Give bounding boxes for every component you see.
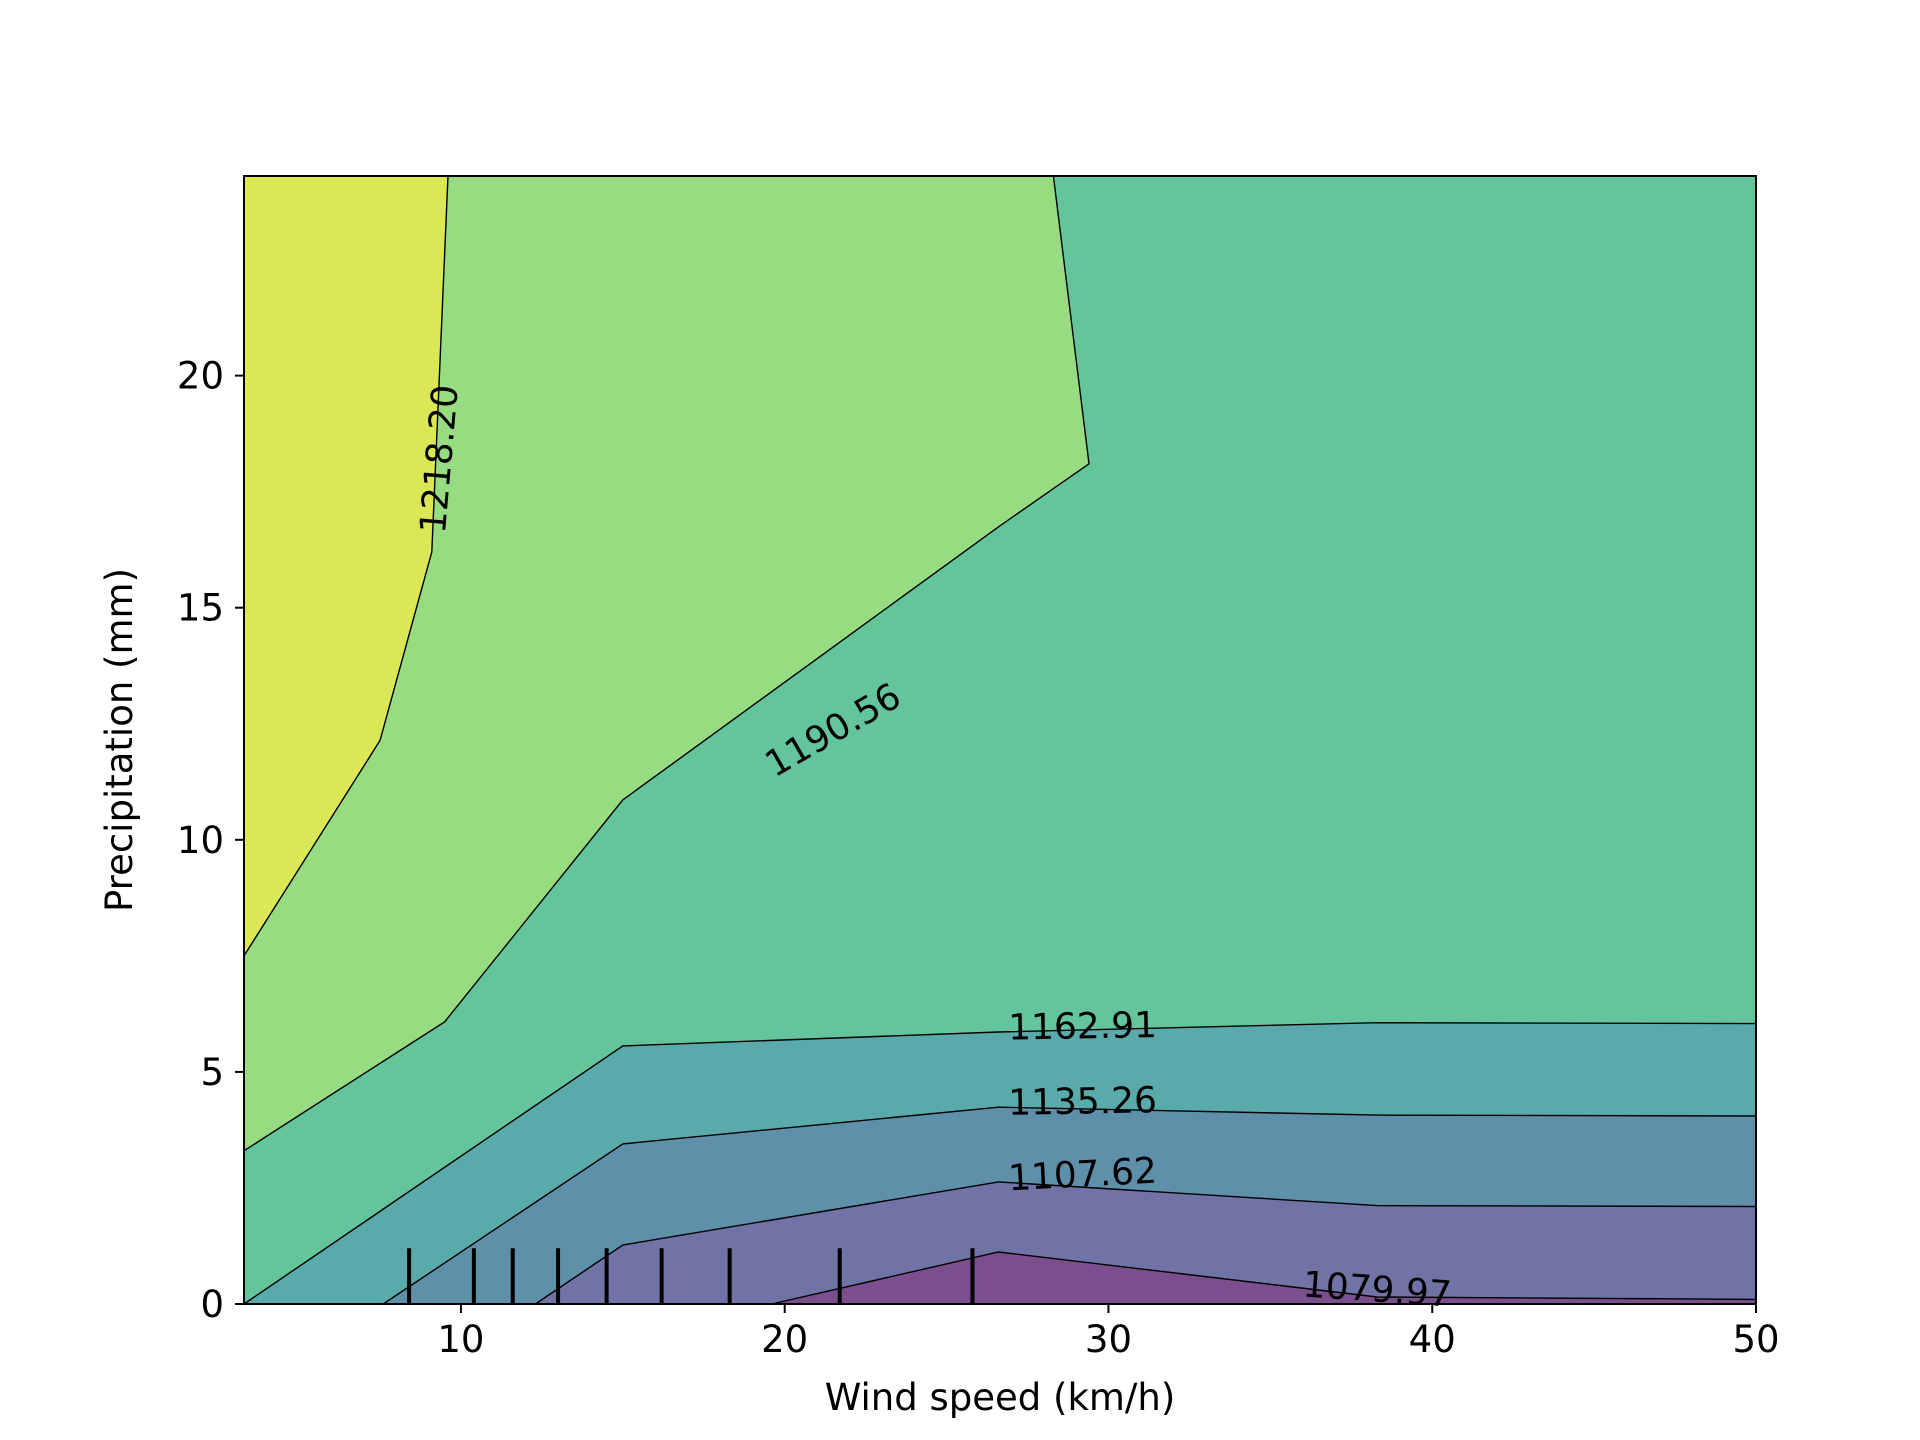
- contour-label-1135.26: 1135.26: [1008, 1080, 1158, 1124]
- x-tick-label-40: 40: [1409, 1318, 1456, 1361]
- contour-line-1190.56: [243, 175, 1090, 1152]
- x-axis-ticks: 10 20 30 40 50: [437, 1304, 1780, 1361]
- y-axis-label: Precipitation (mm): [98, 568, 141, 912]
- contour-band-2: [383, 1107, 1757, 1304]
- x-tick-label-30: 30: [1085, 1318, 1132, 1361]
- contour-band-5: [244, 176, 1756, 1151]
- y-axis-ticks: 0 5 10 15 20: [177, 355, 244, 1326]
- contour-label-1162.91: 1162.91: [1008, 1005, 1158, 1049]
- contour-lines: [243, 175, 1757, 1305]
- y-tick-label-5: 5: [200, 1051, 224, 1094]
- y-tick-label-10: 10: [177, 819, 224, 862]
- y-tick-label-15: 15: [177, 587, 224, 630]
- contour-band-0: [771, 1252, 1756, 1304]
- contour-band-4: [244, 176, 1756, 1304]
- x-tick-label-10: 10: [437, 1318, 484, 1361]
- contour-band-6: [244, 176, 448, 956]
- contour-line-1107.62: [535, 1181, 1757, 1305]
- contour-band-3: [244, 1022, 1756, 1304]
- x-tick-label-20: 20: [761, 1318, 808, 1361]
- y-tick-label-0: 0: [200, 1283, 224, 1326]
- y-tick-label-20: 20: [177, 355, 224, 398]
- contour-label-1107.62: 1107.62: [1007, 1151, 1158, 1200]
- plot-frame: [243, 175, 1757, 1305]
- contour-line-1135.26: [382, 1106, 1757, 1305]
- contour-line-1162.91: [243, 1021, 1757, 1305]
- contour-fills: [244, 176, 1757, 1304]
- x-tick-label-50: 50: [1732, 1318, 1779, 1361]
- contour-line-1218.20: [243, 175, 449, 957]
- rug-marks: [407, 1248, 975, 1304]
- x-axis-label: Wind speed (km/h): [825, 1376, 1176, 1419]
- contour-line-1079.97: [771, 1251, 1757, 1305]
